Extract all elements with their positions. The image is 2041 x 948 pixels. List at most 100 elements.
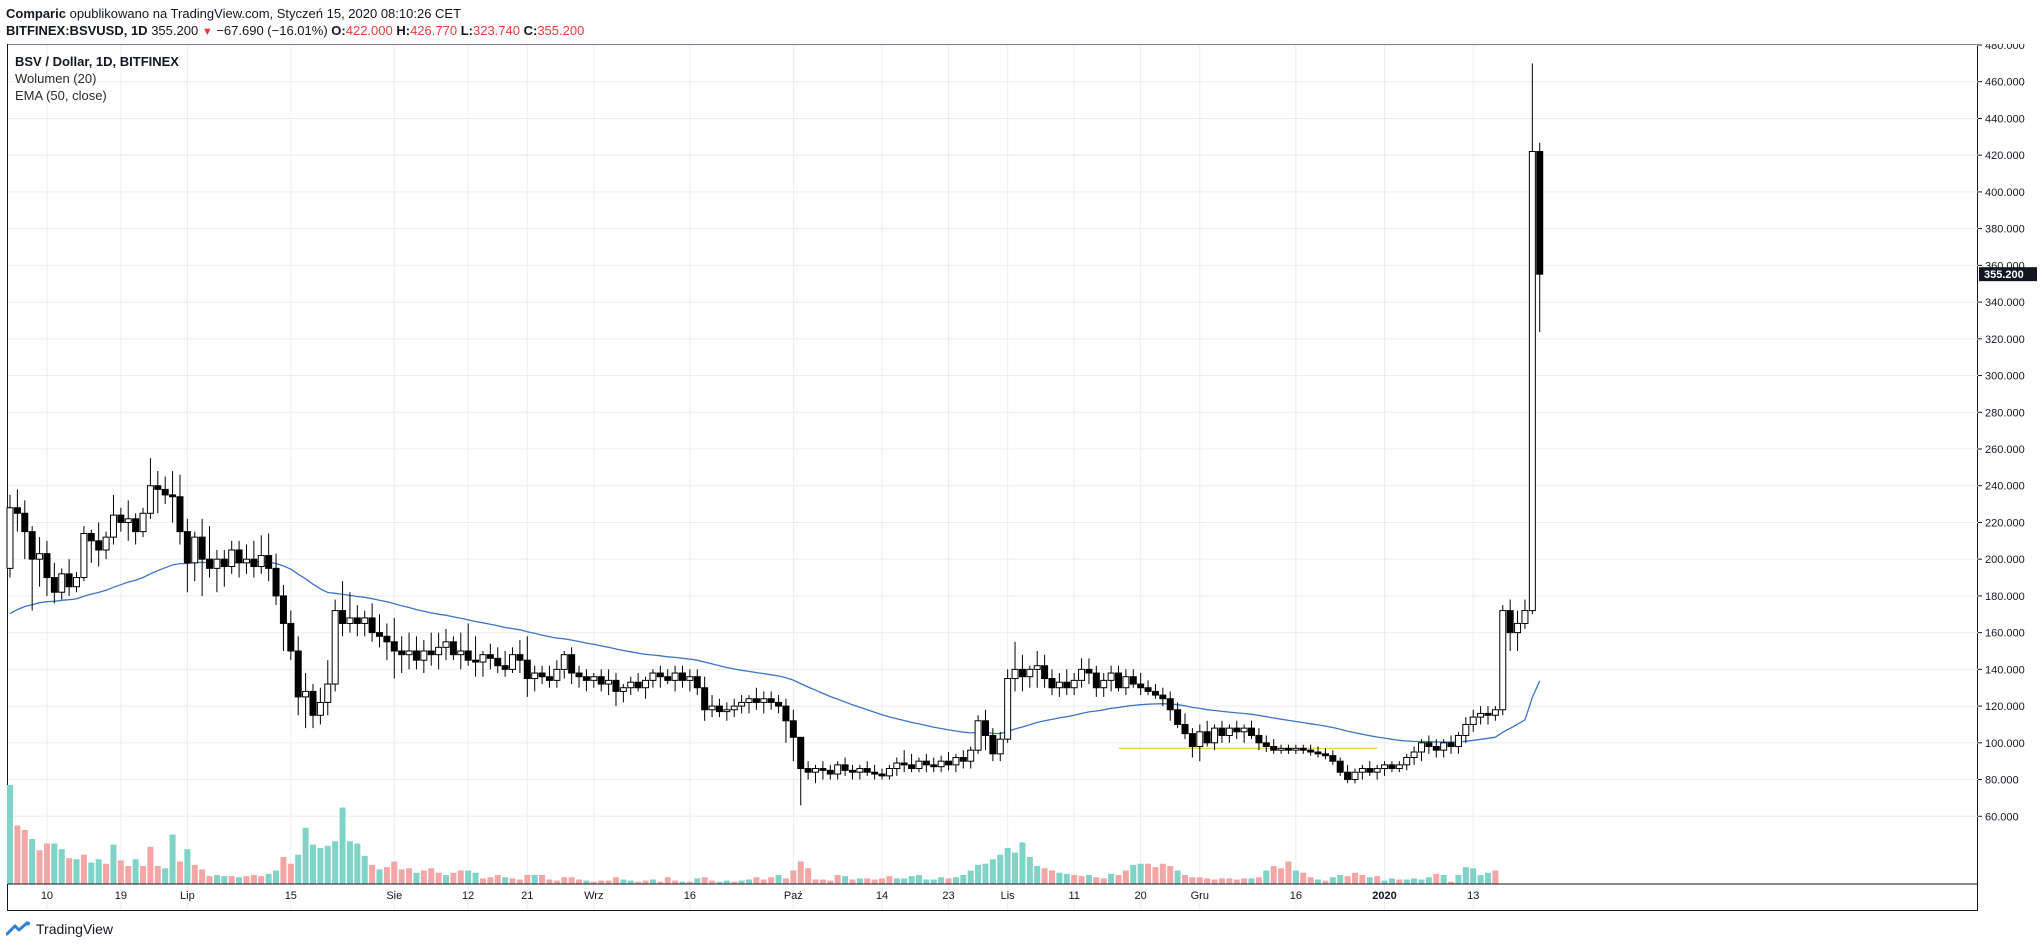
x-tick-label: Gru	[1191, 890, 1209, 902]
candle	[494, 647, 502, 674]
candle-body	[1011, 668, 1019, 680]
candle	[1041, 654, 1049, 688]
volume-bar	[391, 861, 398, 884]
candle	[412, 636, 420, 670]
candle	[117, 507, 125, 532]
candle	[1011, 641, 1019, 692]
candle	[1403, 753, 1411, 771]
candle	[1484, 706, 1492, 725]
volume-bar	[1041, 868, 1048, 884]
candle	[1284, 744, 1292, 754]
footer: TradingView	[6, 921, 113, 937]
candle	[1447, 735, 1455, 754]
candle	[893, 757, 901, 776]
candle-body	[789, 720, 797, 738]
volume-bar	[125, 866, 132, 884]
price-axis[interactable]: 480.000 460.000 440.000 420.000 400.000 380.0…	[1978, 44, 2025, 823]
volume-bar	[716, 881, 723, 884]
volume-bar	[154, 866, 161, 884]
candle	[760, 691, 768, 714]
candle-body	[117, 514, 125, 523]
candle-body	[316, 701, 324, 716]
volume-bar	[1425, 877, 1432, 884]
volume-bar	[790, 870, 797, 884]
candle-body	[154, 485, 162, 490]
volume-bar	[332, 841, 339, 884]
candle-body	[242, 558, 250, 564]
candle	[272, 553, 280, 606]
volume-bar	[1344, 876, 1351, 884]
author-name[interactable]: Comparic	[6, 6, 66, 21]
candle	[1462, 717, 1470, 743]
candle	[545, 665, 553, 688]
candle-body	[531, 672, 539, 680]
candle	[922, 753, 930, 773]
volume-bar	[612, 877, 619, 884]
legend-ema[interactable]: EMA (50, close)	[15, 88, 107, 103]
footer-brand[interactable]: TradingView	[36, 921, 114, 937]
last-price-tag: 355.200	[1979, 267, 2037, 282]
candle-body	[339, 610, 347, 624]
candle	[383, 623, 391, 661]
candle	[169, 471, 177, 523]
y-tick-label: 320.000	[1985, 334, 2025, 346]
candle-body	[1299, 747, 1307, 751]
volume-bar	[502, 877, 509, 884]
candle-body	[797, 736, 805, 770]
volume-bar	[1145, 863, 1152, 884]
candle	[486, 643, 494, 670]
volume-bar	[494, 875, 501, 884]
candle-body	[36, 553, 44, 560]
candle-body	[1018, 668, 1026, 678]
legend-title[interactable]: BSV / Dollar, 1D, BITFINEX	[15, 54, 179, 69]
candle-body	[516, 654, 524, 661]
candle-body	[1211, 727, 1219, 744]
candle	[479, 651, 487, 677]
candle-body	[420, 650, 428, 661]
candle	[642, 676, 650, 699]
volume-bar	[265, 873, 272, 884]
price-chart[interactable]: 480.000 460.000 440.000 420.000 400.000 380.0…	[0, 44, 2041, 914]
volume-bar	[590, 881, 597, 884]
volume-bar	[731, 881, 738, 884]
candle	[250, 540, 258, 578]
candle	[1410, 746, 1418, 765]
close-value: 355.200	[537, 23, 585, 38]
volume-bar	[672, 880, 679, 884]
volume-bar	[132, 859, 139, 884]
volume-bar	[1255, 877, 1262, 884]
y-tick-label: 300.000	[1985, 371, 2025, 383]
volume-bar	[1455, 875, 1462, 884]
candle	[945, 752, 953, 771]
candle	[701, 676, 709, 721]
candle	[1469, 709, 1477, 732]
volume-bar	[162, 868, 169, 884]
candle-body	[73, 577, 81, 588]
volume-bar	[95, 859, 102, 884]
volume-bar	[398, 869, 405, 884]
volume-bar	[1492, 870, 1499, 884]
candle-body	[996, 738, 1004, 755]
volume-bar	[1174, 870, 1181, 884]
candle-body	[922, 760, 930, 766]
volume-bar	[1270, 866, 1277, 884]
volume-bar	[1137, 863, 1144, 884]
y-tick-label: 340.000	[1985, 297, 2025, 309]
candle-body	[812, 768, 820, 773]
volume-bar	[191, 864, 198, 884]
candle	[220, 550, 228, 587]
time-axis[interactable]: 10 19 Lip 15 Sie 12 21 Wrz 16 Paź 14 23 Lis 11 20 Gru 16…	[8, 883, 1978, 902]
candle-body	[58, 573, 66, 593]
candle-body	[590, 676, 598, 681]
volume-bar	[1048, 870, 1055, 884]
volume-bar	[147, 846, 154, 884]
candle	[235, 540, 243, 578]
candle	[752, 687, 760, 710]
y-tick-label: 260.000	[1985, 444, 2025, 456]
legend-volume[interactable]: Wolumen (20)	[15, 71, 97, 86]
x-tick-label: Wrz	[584, 890, 603, 902]
candles	[6, 63, 1544, 806]
chart-header: Comparic opublikowano na TradingView.com…	[6, 5, 584, 41]
candle-body	[1026, 668, 1034, 678]
volume-bar	[169, 834, 176, 884]
